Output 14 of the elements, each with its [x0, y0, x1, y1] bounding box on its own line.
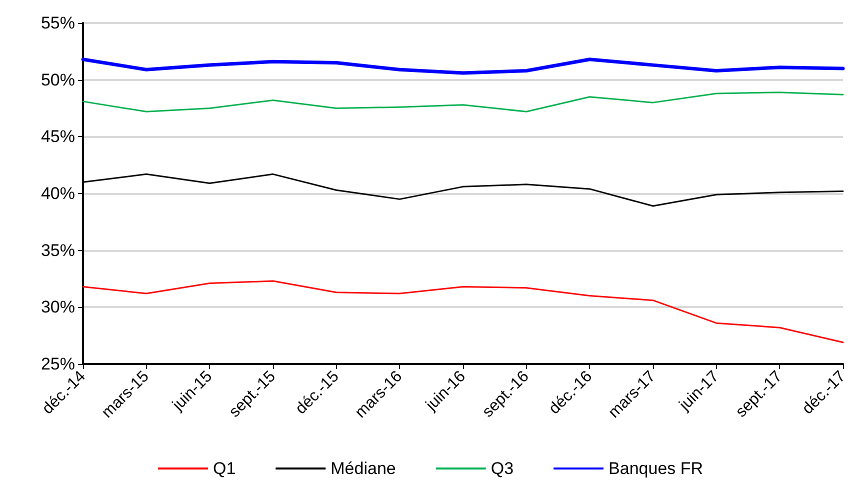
- line-series: [81, 58, 845, 75]
- y-tick-label: 35%: [40, 240, 75, 260]
- y-tick-label: 25%: [40, 354, 75, 374]
- y-tick-label: 45%: [40, 127, 75, 146]
- legend-label: Q1: [212, 459, 236, 478]
- legend-label: Médiane: [330, 459, 396, 478]
- y-tick-label: 40%: [40, 184, 75, 203]
- y-tick-label: 30%: [40, 298, 75, 317]
- legend-label: Banques FR: [608, 459, 704, 478]
- line-series: [82, 280, 844, 344]
- y-tick-label: 55%: [40, 14, 75, 32]
- y-tick-label: 50%: [40, 70, 75, 90]
- line-series: [82, 92, 844, 112]
- legend-label: Q3: [490, 459, 514, 478]
